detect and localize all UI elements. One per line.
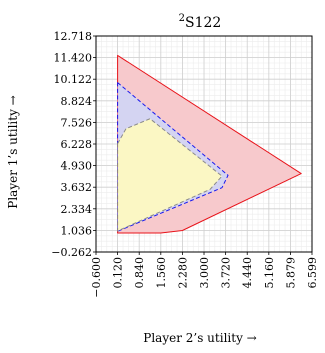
chart-title-text: S122 xyxy=(185,15,221,31)
y-tick-label: 10.122 xyxy=(54,73,93,86)
chart-title-superscript: 2 xyxy=(179,13,185,24)
y-tick-label: 1.036 xyxy=(61,224,93,237)
y-tick-label: 7.526 xyxy=(61,116,93,129)
plot-area xyxy=(95,35,313,253)
x-tick-label: −0.600 xyxy=(90,257,103,298)
y-axis-ticks: −0.262 1.036 2.334 3.632 4.930 6.228 7.526 8.82… xyxy=(51,30,96,259)
x-tick-label: 4.440 xyxy=(241,257,254,289)
x-tick-label: 1.560 xyxy=(155,257,168,289)
y-tick-label: 6.228 xyxy=(61,138,93,151)
y-tick-label: 2.334 xyxy=(61,203,93,216)
chart-title: 2S122 xyxy=(179,13,222,31)
x-tick-label: 0.840 xyxy=(133,257,146,289)
feasible-regions xyxy=(117,54,302,234)
y-tick-label: 11.420 xyxy=(54,52,93,65)
x-axis-ticks: −0.600 0.120 0.840 1.560 2.280 3.000 3.720 4.44… xyxy=(90,252,319,298)
y-tick-label: 12.718 xyxy=(54,30,93,43)
y-tick-label: 4.930 xyxy=(61,160,93,173)
y-tick-label: 8.824 xyxy=(61,95,93,108)
x-tick-label: 6.599 xyxy=(306,257,319,289)
y-axis-title: Player 1’s utility → xyxy=(6,95,20,208)
y-tick-label: −0.262 xyxy=(51,246,92,259)
x-tick-label: 2.280 xyxy=(176,257,189,289)
y-tick-label: 3.632 xyxy=(61,181,93,194)
x-tick-label: 0.120 xyxy=(112,257,125,289)
x-tick-label: 5.879 xyxy=(284,257,297,289)
x-axis-title: Player 2’s utility → xyxy=(143,331,256,345)
region-3 xyxy=(117,118,223,232)
x-tick-label: 3.720 xyxy=(220,257,233,289)
x-tick-label: 5.160 xyxy=(263,257,276,289)
x-tick-label: 3.000 xyxy=(198,257,211,289)
